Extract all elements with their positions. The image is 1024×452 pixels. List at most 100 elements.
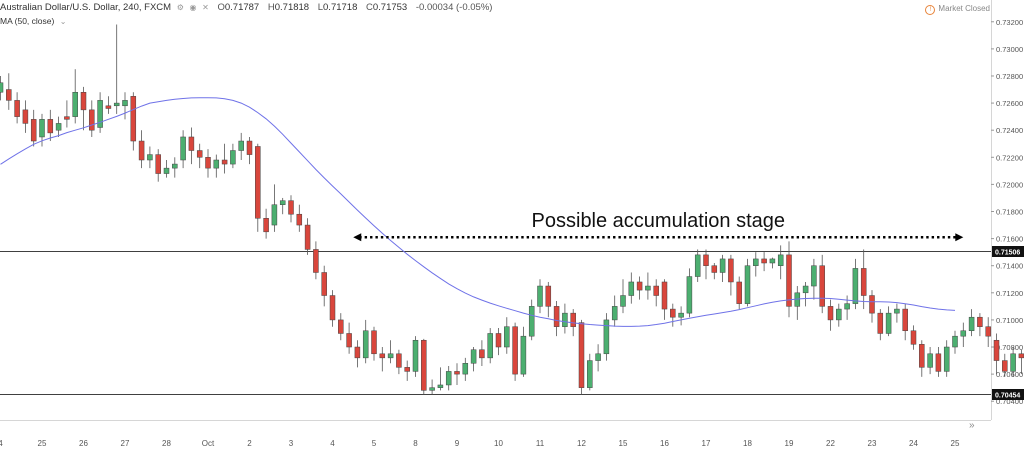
x-tick-label: 4 bbox=[0, 439, 3, 448]
candle-body bbox=[122, 100, 128, 107]
candle-body bbox=[445, 371, 452, 386]
candle-body bbox=[304, 224, 311, 250]
x-tick-label: 17 bbox=[702, 439, 711, 448]
candle-body bbox=[313, 249, 319, 273]
candle-body bbox=[138, 140, 145, 161]
x-tick-label: 23 bbox=[868, 439, 877, 448]
x-tick-label: Oct bbox=[202, 439, 215, 448]
candle-body bbox=[1010, 353, 1016, 372]
candle-body bbox=[263, 218, 269, 233]
candle-body bbox=[429, 387, 435, 391]
y-tick-label: 0.71800 bbox=[996, 208, 1023, 217]
x-tick-label: 2 bbox=[247, 439, 252, 448]
change-value: -0.00034 (-0.05%) bbox=[415, 2, 493, 13]
candle-body bbox=[255, 146, 261, 219]
candle-body bbox=[338, 319, 344, 334]
candle-body bbox=[877, 312, 884, 334]
candle-body bbox=[113, 102, 120, 107]
candle-body bbox=[711, 265, 718, 273]
y-tick-label: 0.71400 bbox=[996, 262, 1023, 271]
candle-body bbox=[910, 330, 917, 345]
candle-body bbox=[636, 281, 643, 291]
y-tick-label: 0.72800 bbox=[996, 72, 1023, 81]
candle-body bbox=[421, 339, 427, 391]
x-tick-label: 19 bbox=[785, 439, 794, 448]
candle-body bbox=[769, 258, 776, 264]
candle-body bbox=[205, 157, 211, 169]
symbol-title[interactable]: Australian Dollar/U.S. Dollar, 240, FXCM bbox=[0, 2, 172, 13]
x-tick-label: 25 bbox=[951, 439, 960, 448]
candle-body bbox=[213, 159, 220, 169]
ma-label[interactable]: MA (50, close) bbox=[0, 16, 55, 26]
candle-body bbox=[404, 367, 410, 372]
candle-body bbox=[761, 258, 767, 264]
candle-body bbox=[827, 306, 834, 321]
candle-body bbox=[238, 140, 244, 151]
candle-body bbox=[786, 254, 792, 307]
x-tick-label: 8 bbox=[413, 439, 418, 448]
candle-body bbox=[155, 154, 161, 174]
close-icon[interactable]: ✕ bbox=[202, 3, 209, 12]
ma-line[interactable] bbox=[0, 97, 956, 327]
candle-body bbox=[39, 119, 45, 138]
y-tick-label: 0.72400 bbox=[996, 126, 1023, 135]
candle-body bbox=[860, 268, 867, 296]
close-value: 0.71753 bbox=[372, 2, 408, 13]
x-tick-label: 27 bbox=[121, 439, 130, 448]
market-status[interactable]: ! Market Closed bbox=[925, 4, 990, 15]
chevron-down-icon[interactable]: ⌄ bbox=[59, 17, 67, 26]
candle-body bbox=[894, 308, 900, 314]
candle-body bbox=[296, 213, 303, 226]
market-status-text: Market Closed bbox=[938, 4, 990, 13]
candle-body bbox=[14, 100, 20, 117]
eye-icon[interactable]: ◉ bbox=[189, 3, 197, 12]
close-label: C bbox=[366, 2, 373, 13]
candle-body bbox=[454, 371, 460, 375]
candle-body bbox=[30, 119, 37, 142]
chevron-double-right-icon[interactable]: » bbox=[969, 420, 975, 431]
candle-body bbox=[686, 276, 693, 314]
candle-body bbox=[719, 258, 726, 273]
y-tick-label: 0.72000 bbox=[996, 180, 1023, 189]
y-tick-label: 0.72600 bbox=[996, 99, 1023, 108]
candle-body bbox=[230, 150, 236, 165]
y-tick-label: 0.70400 bbox=[996, 397, 1023, 406]
x-tick-label: 11 bbox=[536, 439, 545, 448]
candle-body bbox=[703, 254, 709, 266]
gear-icon[interactable]: ⚙ bbox=[176, 3, 184, 12]
candle-body bbox=[603, 319, 610, 355]
candle-body bbox=[694, 254, 701, 277]
candle-body bbox=[504, 326, 510, 348]
candle-body bbox=[777, 254, 784, 266]
candle-body bbox=[80, 91, 87, 111]
x-tick-label: 4 bbox=[330, 439, 335, 448]
candle-body bbox=[72, 91, 78, 117]
candle-body bbox=[64, 116, 70, 120]
warning-icon: ! bbox=[925, 5, 936, 15]
candle-body bbox=[321, 272, 327, 296]
y-tick-label: 0.71200 bbox=[996, 289, 1023, 298]
candle-body bbox=[1002, 360, 1008, 372]
candle-body bbox=[993, 339, 1000, 361]
candle-body bbox=[836, 308, 842, 321]
y-tick-label: 0.73200 bbox=[996, 18, 1023, 27]
candle-body bbox=[470, 349, 477, 364]
candle-body bbox=[362, 330, 369, 359]
low-label: L bbox=[317, 2, 324, 13]
candle-body bbox=[371, 330, 377, 355]
candle-body bbox=[412, 339, 419, 372]
candle-body bbox=[902, 308, 908, 332]
candle-body bbox=[487, 333, 493, 359]
x-tick-label: 12 bbox=[577, 439, 586, 448]
candle-body bbox=[329, 295, 336, 321]
candle-body bbox=[495, 333, 502, 348]
candle-body bbox=[346, 333, 352, 348]
low-value: 0.71718 bbox=[323, 2, 358, 13]
candle-body bbox=[728, 258, 734, 283]
x-tick-label: 9 bbox=[455, 439, 460, 448]
y-tick-label: 0.71600 bbox=[996, 235, 1023, 244]
candle-body bbox=[163, 167, 170, 174]
candle-body bbox=[570, 312, 576, 327]
